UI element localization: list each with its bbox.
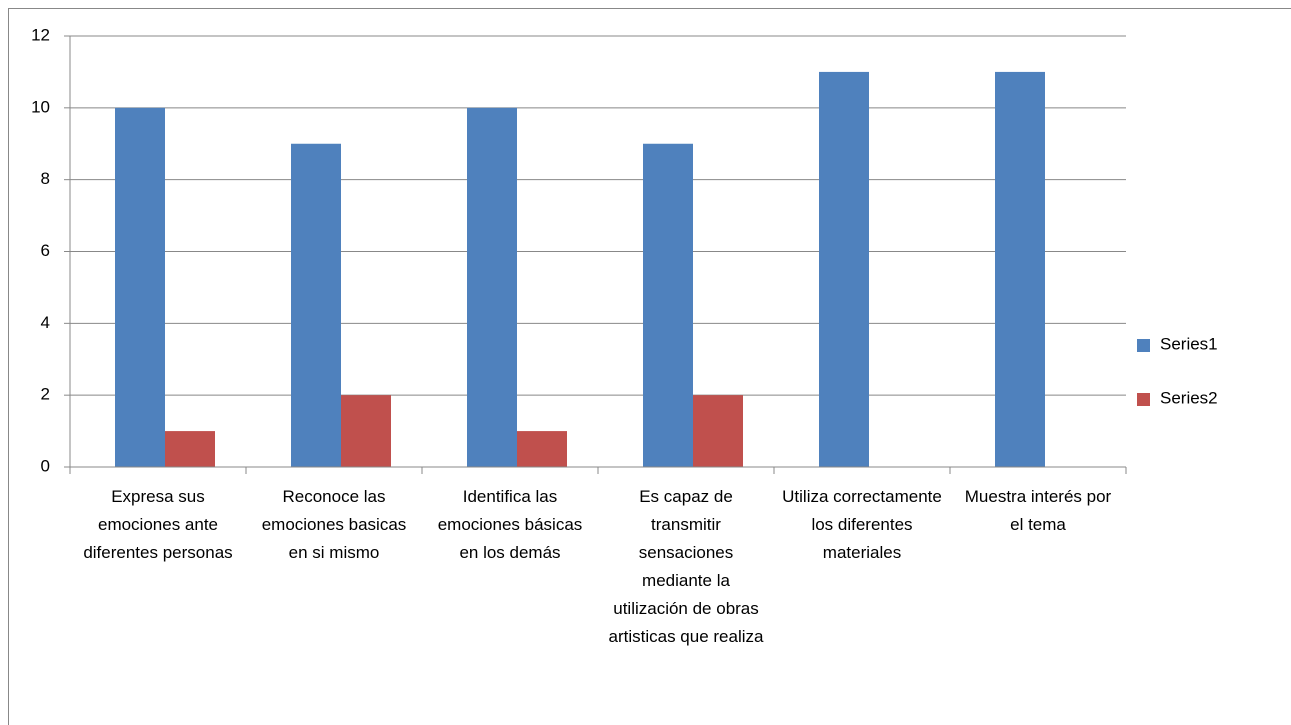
bar [341,395,391,467]
y-tick-label: 4 [41,313,50,332]
x-tick-label-line: mediante la [642,571,730,590]
bar [115,107,165,467]
x-tick-label-line: diferentes personas [83,543,232,562]
x-tick-label-line: el tema [1010,515,1066,534]
x-tick-label-line: Reconoce las [282,487,385,506]
x-tick-label-line: sensaciones [639,543,734,562]
chart-frame [8,8,1291,725]
x-tick-label-line: en los demás [459,543,560,562]
x-tick-label-line: utilización de obras [613,599,759,618]
legend-label: Series1 [1160,334,1218,353]
y-tick-label: 6 [41,241,50,260]
bar [165,431,215,467]
x-tick-label: Muestra interés por el tema [965,487,1112,534]
bar [517,431,567,467]
x-tick-label-line: Identifica las [463,487,558,506]
x-tick-label: Identifica las emociones básicas en los de… [438,487,583,562]
x-tick-label-line: emociones básicas [438,515,583,534]
x-tick-label-line: en si mismo [289,543,380,562]
x-tick-label-line: emociones basicas [262,515,407,534]
legend-swatch [1137,339,1150,352]
x-tick-label-line: artisticas que realiza [609,627,765,646]
bar [693,395,743,467]
x-tick-label-line: Muestra interés por [965,487,1112,506]
x-tick-label-line: Expresa sus [111,487,205,506]
bar [643,143,693,467]
y-tick-label: 10 [31,97,50,116]
bar [291,143,341,467]
x-tick-label: Expresa sus emociones ante diferentes pers… [83,487,232,562]
x-tick-label-line: los diferentes [811,515,912,534]
x-tick-label: Utiliza correctamente los diferentes mater… [782,487,942,562]
x-tick-label: Es capaz de transmitir sensaciones mediante… [609,487,765,646]
x-tick-label-line: emociones ante [98,515,218,534]
bar [995,71,1045,468]
legend-swatch [1137,393,1150,406]
y-tick-label: 12 [31,25,50,44]
x-tick-label: Reconoce las emociones basicas en si mismo [262,487,407,562]
y-tick-label: 2 [41,385,50,404]
x-tick-label-line: Es capaz de [639,487,733,506]
bar [467,107,517,467]
x-tick-label-line: Utiliza correctamente [782,487,942,506]
y-tick-label: 0 [41,456,50,475]
y-tick-label: 8 [41,169,50,188]
x-tick-label-line: transmitir [651,515,721,534]
x-tick-label-line: materiales [823,543,901,562]
legend-label: Series2 [1160,388,1218,407]
bar [819,71,869,468]
